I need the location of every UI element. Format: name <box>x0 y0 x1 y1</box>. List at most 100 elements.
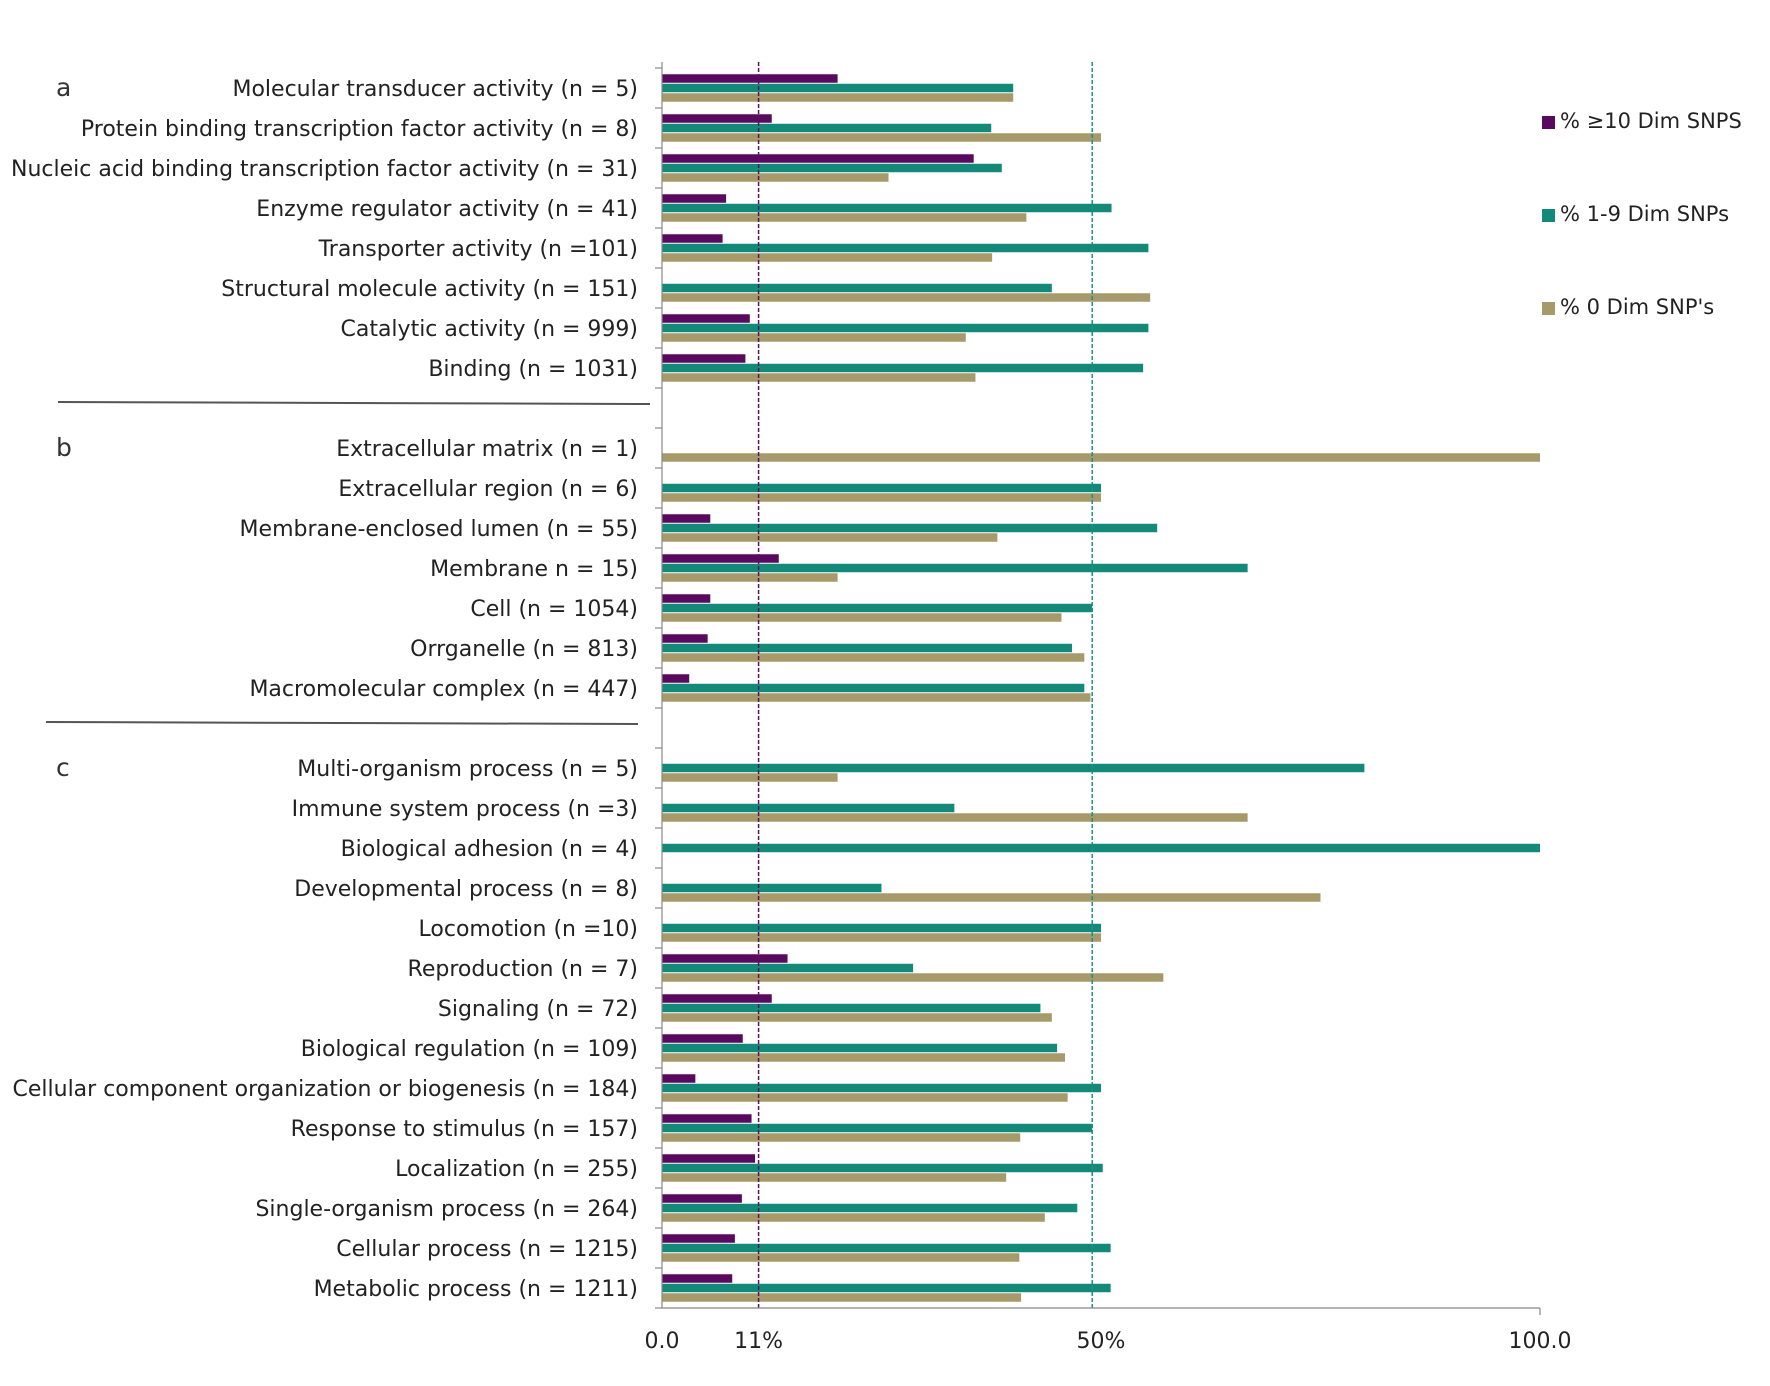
bar <box>662 253 993 262</box>
legend-label: % 1-9 Dim SNPs <box>1560 202 1729 226</box>
bar <box>662 173 889 182</box>
legend-swatch <box>1542 116 1555 129</box>
bar <box>662 323 1149 333</box>
bar <box>662 1274 733 1283</box>
bar <box>662 293 1151 302</box>
bar <box>662 1194 742 1203</box>
bar <box>662 1293 1022 1302</box>
bar <box>662 203 1112 213</box>
section-label: b <box>56 433 72 462</box>
section-dividers <box>45 401 651 725</box>
bar <box>662 1173 1007 1182</box>
category-label: Structural molecule activity (n = 151) <box>221 277 638 302</box>
category-label: Membrane-enclosed lumen (n = 55) <box>240 517 638 542</box>
bar <box>662 1163 1103 1173</box>
legend-swatch <box>1542 302 1555 315</box>
bar <box>662 1213 1045 1222</box>
bar <box>662 1034 743 1043</box>
category-label: Macromolecular complex (n = 447) <box>249 677 638 702</box>
bar <box>662 643 1073 653</box>
bar <box>662 994 772 1003</box>
bar <box>662 163 1002 173</box>
category-label: Nucleic acid binding transcription facto… <box>11 157 638 182</box>
bar <box>662 1093 1068 1102</box>
bar <box>662 493 1101 502</box>
x-tick-label: 50% <box>1077 1329 1126 1354</box>
category-label: Transporter activity (n =101) <box>318 237 638 262</box>
bar <box>662 234 723 243</box>
bar <box>662 554 779 563</box>
category-label: Signaling (n = 72) <box>438 997 638 1022</box>
bar <box>662 594 711 603</box>
section-label: c <box>56 753 70 782</box>
bars <box>662 74 1540 1302</box>
bar <box>662 1154 756 1163</box>
bar <box>662 483 1101 493</box>
bar <box>662 123 992 133</box>
bar <box>662 1133 1021 1142</box>
bar <box>662 354 746 363</box>
bar <box>662 1243 1111 1253</box>
category-label: Binding (n = 1031) <box>428 357 638 382</box>
category-label: Developmental process (n = 8) <box>294 877 638 902</box>
bar <box>662 613 1062 622</box>
bar <box>662 893 1321 902</box>
category-label: Biological adhesion (n = 4) <box>341 837 638 862</box>
bar <box>662 634 708 643</box>
bar <box>662 533 998 542</box>
category-label: Membrane n = 15) <box>430 557 638 582</box>
legend-label: % 0 Dim SNP's <box>1560 295 1714 319</box>
legend-swatch <box>1542 209 1555 222</box>
bar <box>662 133 1101 142</box>
bar <box>662 74 838 83</box>
bar <box>662 843 1540 853</box>
category-label: Protein binding transcription factor act… <box>81 117 638 142</box>
bar <box>662 1083 1101 1093</box>
category-label: Cell (n = 1054) <box>470 597 638 622</box>
bar <box>662 1053 1066 1062</box>
category-label: Biological regulation (n = 109) <box>301 1037 638 1062</box>
category-label: Single-organism process (n = 264) <box>255 1197 638 1222</box>
bar <box>662 83 1014 93</box>
section-labels: a b c <box>56 73 72 782</box>
bar <box>662 563 1248 573</box>
bar <box>662 154 974 163</box>
legend-label: % ≥10 Dim SNPS <box>1560 109 1742 133</box>
bar <box>662 773 838 782</box>
category-label: Cellular process (n = 1215) <box>336 1237 638 1262</box>
bar <box>662 923 1101 933</box>
bar <box>662 453 1540 462</box>
x-tick-label: 11% <box>734 1329 783 1354</box>
bar <box>662 194 727 203</box>
category-label: Immune system process (n =3) <box>292 797 638 822</box>
axes: 0.0 11% 50% 100.0 <box>645 62 1571 1354</box>
category-label: Cellular component organization or bioge… <box>13 1077 639 1102</box>
bar <box>662 1003 1041 1013</box>
category-label: Molecular transducer activity (n = 5) <box>232 77 638 102</box>
section-label: a <box>56 73 71 102</box>
bar <box>662 603 1093 613</box>
bar <box>662 573 838 582</box>
bar <box>662 674 690 683</box>
bar <box>662 333 966 342</box>
bar <box>662 763 1365 773</box>
bar <box>662 1013 1052 1022</box>
bar <box>662 373 976 382</box>
bar <box>662 314 750 323</box>
category-label: Response to stimulus (n = 157) <box>291 1117 638 1142</box>
bar <box>662 243 1149 253</box>
bar <box>662 523 1158 533</box>
bar <box>662 1253 1020 1262</box>
bar <box>662 933 1101 942</box>
section-divider <box>45 721 639 725</box>
category-label: Extracellular region (n = 6) <box>338 477 638 502</box>
bar <box>662 973 1164 982</box>
bar <box>662 213 1027 222</box>
category-label: Reproduction (n = 7) <box>408 957 638 982</box>
category-label: Multi-organism process (n = 5) <box>297 757 638 782</box>
section-divider <box>57 401 651 405</box>
category-label: Orrganelle (n = 813) <box>410 637 638 662</box>
category-label: Catalytic activity (n = 999) <box>340 317 638 342</box>
bar <box>662 693 1091 702</box>
